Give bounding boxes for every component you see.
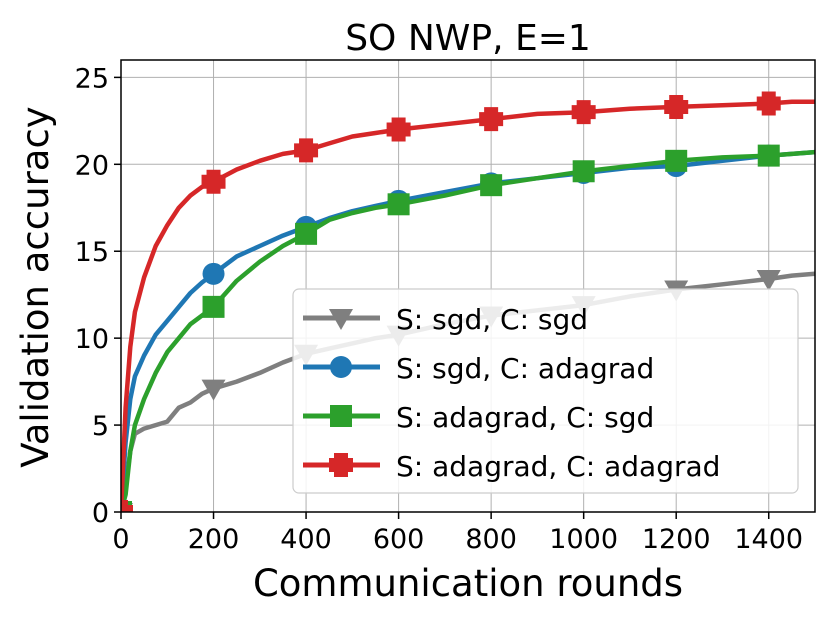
data-point-marker xyxy=(295,222,318,245)
data-point-marker xyxy=(571,100,596,125)
data-point-marker xyxy=(480,174,503,197)
data-point-marker xyxy=(756,91,781,116)
data-point-marker xyxy=(757,144,780,167)
legend-item: S: adagrad, C: adagrad xyxy=(303,450,720,483)
legend: S: sgd, C: sgd S: sgd, C: adagrad S: adagr… xyxy=(292,288,799,494)
x-tick-label: 800 xyxy=(465,524,517,555)
x-axis-label: Communication rounds xyxy=(253,562,683,605)
chart-title: SO NWP, E=1 xyxy=(345,18,591,59)
x-tick-label: 600 xyxy=(373,524,425,555)
data-point-marker xyxy=(387,193,410,216)
x-tick-label: 0 xyxy=(112,524,129,555)
data-point-marker xyxy=(294,138,319,163)
legend-label: S: sgd, C: adagrad xyxy=(396,352,654,385)
legend-marker xyxy=(330,356,352,378)
x-tick-label: 200 xyxy=(188,524,240,555)
series-4 xyxy=(121,91,815,512)
y-tick-label: 10 xyxy=(75,324,109,355)
legend-item: S: sgd, C: adagrad xyxy=(303,352,654,385)
data-point-marker xyxy=(664,94,689,119)
legend-marker xyxy=(329,453,353,477)
data-point-marker xyxy=(479,107,504,132)
x-tick-label: 1400 xyxy=(734,524,803,555)
data-point-marker xyxy=(202,295,225,318)
y-axis-label: Validation accuracy xyxy=(14,106,57,467)
legend-item: S: sgd, C: sgd xyxy=(303,303,588,336)
data-point-marker xyxy=(201,169,226,194)
data-point-marker xyxy=(202,262,225,285)
legend-label: S: sgd, C: sgd xyxy=(396,303,588,336)
legend-label: S: adagrad, C: adagrad xyxy=(396,450,720,483)
y-tick-label: 0 xyxy=(92,498,109,529)
legend-item: S: adagrad, C: sgd xyxy=(303,401,654,434)
axes-frame xyxy=(120,59,816,513)
axis-ticks: 0 200 400 600 800 1000 1200 1400 0 5 10 15 20 25 xyxy=(75,63,803,555)
data-point-marker xyxy=(201,379,226,401)
y-tick-label: 15 xyxy=(75,237,109,268)
data-point-marker xyxy=(386,117,411,142)
y-tick-label: 25 xyxy=(75,63,109,94)
y-tick-label: 20 xyxy=(75,150,109,181)
data-point-marker xyxy=(756,270,781,292)
x-tick-label: 400 xyxy=(280,524,332,555)
legend-marker xyxy=(330,405,352,427)
series-3 xyxy=(121,144,815,512)
x-tick-label: 1000 xyxy=(549,524,618,555)
y-tick-label: 5 xyxy=(92,411,109,442)
data-point-marker xyxy=(572,160,595,183)
data-point-marker xyxy=(121,500,133,512)
legend-label: S: adagrad, C: sgd xyxy=(396,401,654,434)
legend-box xyxy=(292,288,799,494)
data-point-marker xyxy=(665,149,688,172)
legend-marker xyxy=(329,309,353,330)
x-tick-label: 1200 xyxy=(642,524,711,555)
